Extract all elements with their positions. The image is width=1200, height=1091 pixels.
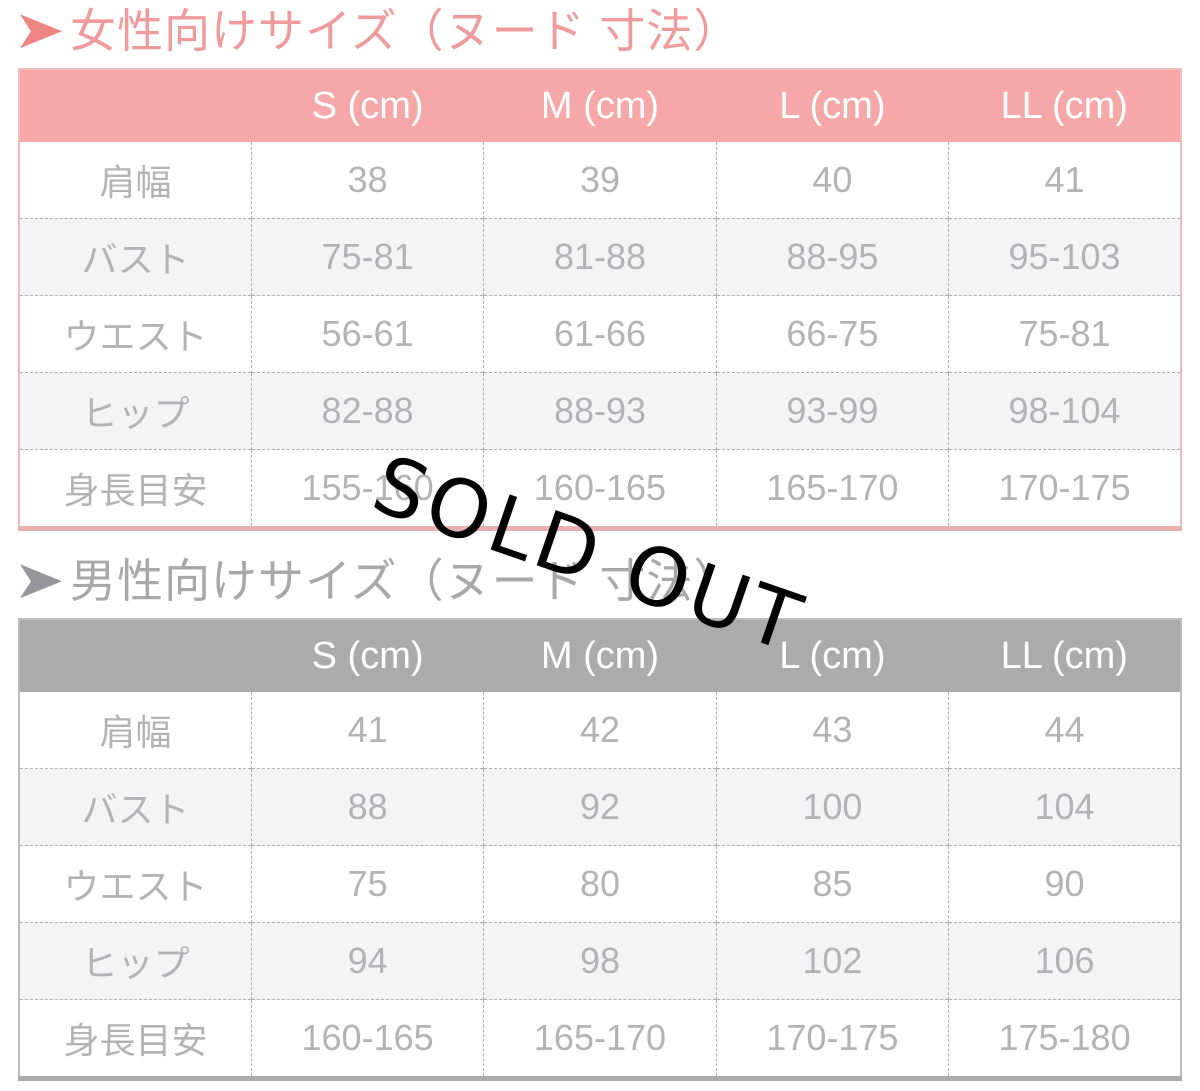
- women-col-header-s: S (cm): [251, 69, 484, 142]
- cell: 81-88: [483, 218, 717, 296]
- row-label: バスト: [19, 768, 252, 846]
- men-sizes-title-text: 男性向けサイズ（ヌード 寸法）: [70, 555, 741, 607]
- cell: 100: [715, 768, 949, 846]
- corner-cell: [19, 69, 252, 142]
- corner-cell: [19, 619, 252, 692]
- men-header-row: S (cm) M (cm) L (cm) LL (cm): [19, 619, 1181, 692]
- cell: 82-88: [250, 372, 484, 450]
- cell: 88: [250, 768, 484, 846]
- cell: 165-170: [715, 449, 949, 529]
- men-col-header-ll: LL (cm): [948, 619, 1181, 692]
- cell: 88-93: [483, 372, 717, 450]
- cell: 80: [483, 845, 717, 923]
- row-label: ヒップ: [19, 922, 252, 1000]
- cell: 43: [715, 692, 949, 769]
- cell: 165-170: [483, 999, 717, 1079]
- row-label: ウエスト: [19, 845, 252, 923]
- cell: 41: [250, 692, 484, 769]
- cell: 66-75: [715, 295, 949, 373]
- cell: 85: [715, 845, 949, 923]
- cell: 98-104: [948, 372, 1181, 450]
- cell: 75-81: [948, 295, 1181, 373]
- men-col-header-l: L (cm): [716, 619, 949, 692]
- cell: 104: [948, 768, 1181, 846]
- cell: 88-95: [715, 218, 949, 296]
- cell: 92: [483, 768, 717, 846]
- row-label: 身長目安: [19, 449, 252, 529]
- cell: 170-175: [948, 449, 1181, 529]
- arrowhead-icon: [20, 14, 62, 49]
- cell: 61-66: [483, 295, 717, 373]
- women-header-row: S (cm) M (cm) L (cm) LL (cm): [19, 69, 1181, 142]
- men-col-header-s: S (cm): [251, 619, 484, 692]
- cell: 106: [948, 922, 1181, 1000]
- women-sizes-title: 女性向けサイズ（ヌード 寸法）: [20, 6, 740, 57]
- row-label: ヒップ: [19, 372, 252, 450]
- men-size-table: S (cm) M (cm) L (cm) LL (cm) 肩幅 41 42 43…: [18, 618, 1182, 1081]
- row-label: バスト: [19, 218, 252, 296]
- table-row: バスト 75-81 81-88 88-95 95-103: [19, 218, 1181, 296]
- table-row: ウエスト 75 80 85 90: [19, 845, 1181, 923]
- cell: 38: [250, 142, 484, 219]
- women-size-table: S (cm) M (cm) L (cm) LL (cm) 肩幅 38 39 40…: [18, 68, 1182, 531]
- cell: 170-175: [715, 999, 949, 1079]
- cell: 39: [483, 142, 717, 219]
- arrowhead-icon: [20, 564, 62, 599]
- table-row: ヒップ 94 98 102 106: [19, 922, 1181, 1000]
- men-col-header-m: M (cm): [483, 619, 717, 692]
- women-col-header-m: M (cm): [483, 69, 717, 142]
- women-col-header-ll: LL (cm): [948, 69, 1181, 142]
- cell: 42: [483, 692, 717, 769]
- cell: 155-160: [250, 449, 484, 529]
- table-row: ウエスト 56-61 61-66 66-75 75-81: [19, 295, 1181, 373]
- cell: 95-103: [948, 218, 1181, 296]
- row-label: 身長目安: [19, 999, 252, 1079]
- cell: 93-99: [715, 372, 949, 450]
- cell: 40: [715, 142, 949, 219]
- cell: 98: [483, 922, 717, 1000]
- table-row: 身長目安 160-165 165-170 170-175 175-180: [19, 999, 1181, 1079]
- table-row: 身長目安 155-160 160-165 165-170 170-175: [19, 449, 1181, 529]
- row-label: 肩幅: [19, 692, 252, 769]
- table-row: 肩幅 38 39 40 41: [19, 142, 1181, 219]
- cell: 94: [250, 922, 484, 1000]
- table-row: バスト 88 92 100 104: [19, 768, 1181, 846]
- cell: 160-165: [250, 999, 484, 1079]
- cell: 44: [948, 692, 1181, 769]
- table-row: ヒップ 82-88 88-93 93-99 98-104: [19, 372, 1181, 450]
- table-row: 肩幅 41 42 43 44: [19, 692, 1181, 769]
- men-sizes-title: 男性向けサイズ（ヌード 寸法）: [20, 556, 740, 607]
- cell: 56-61: [250, 295, 484, 373]
- cell: 75-81: [250, 218, 484, 296]
- cell: 175-180: [948, 999, 1181, 1079]
- cell: 102: [715, 922, 949, 1000]
- row-label: 肩幅: [19, 142, 252, 219]
- women-col-header-l: L (cm): [716, 69, 949, 142]
- row-label: ウエスト: [19, 295, 252, 373]
- cell: 41: [948, 142, 1181, 219]
- women-sizes-title-text: 女性向けサイズ（ヌード 寸法）: [70, 5, 741, 57]
- cell: 75: [250, 845, 484, 923]
- cell: 160-165: [483, 449, 717, 529]
- cell: 90: [948, 845, 1181, 923]
